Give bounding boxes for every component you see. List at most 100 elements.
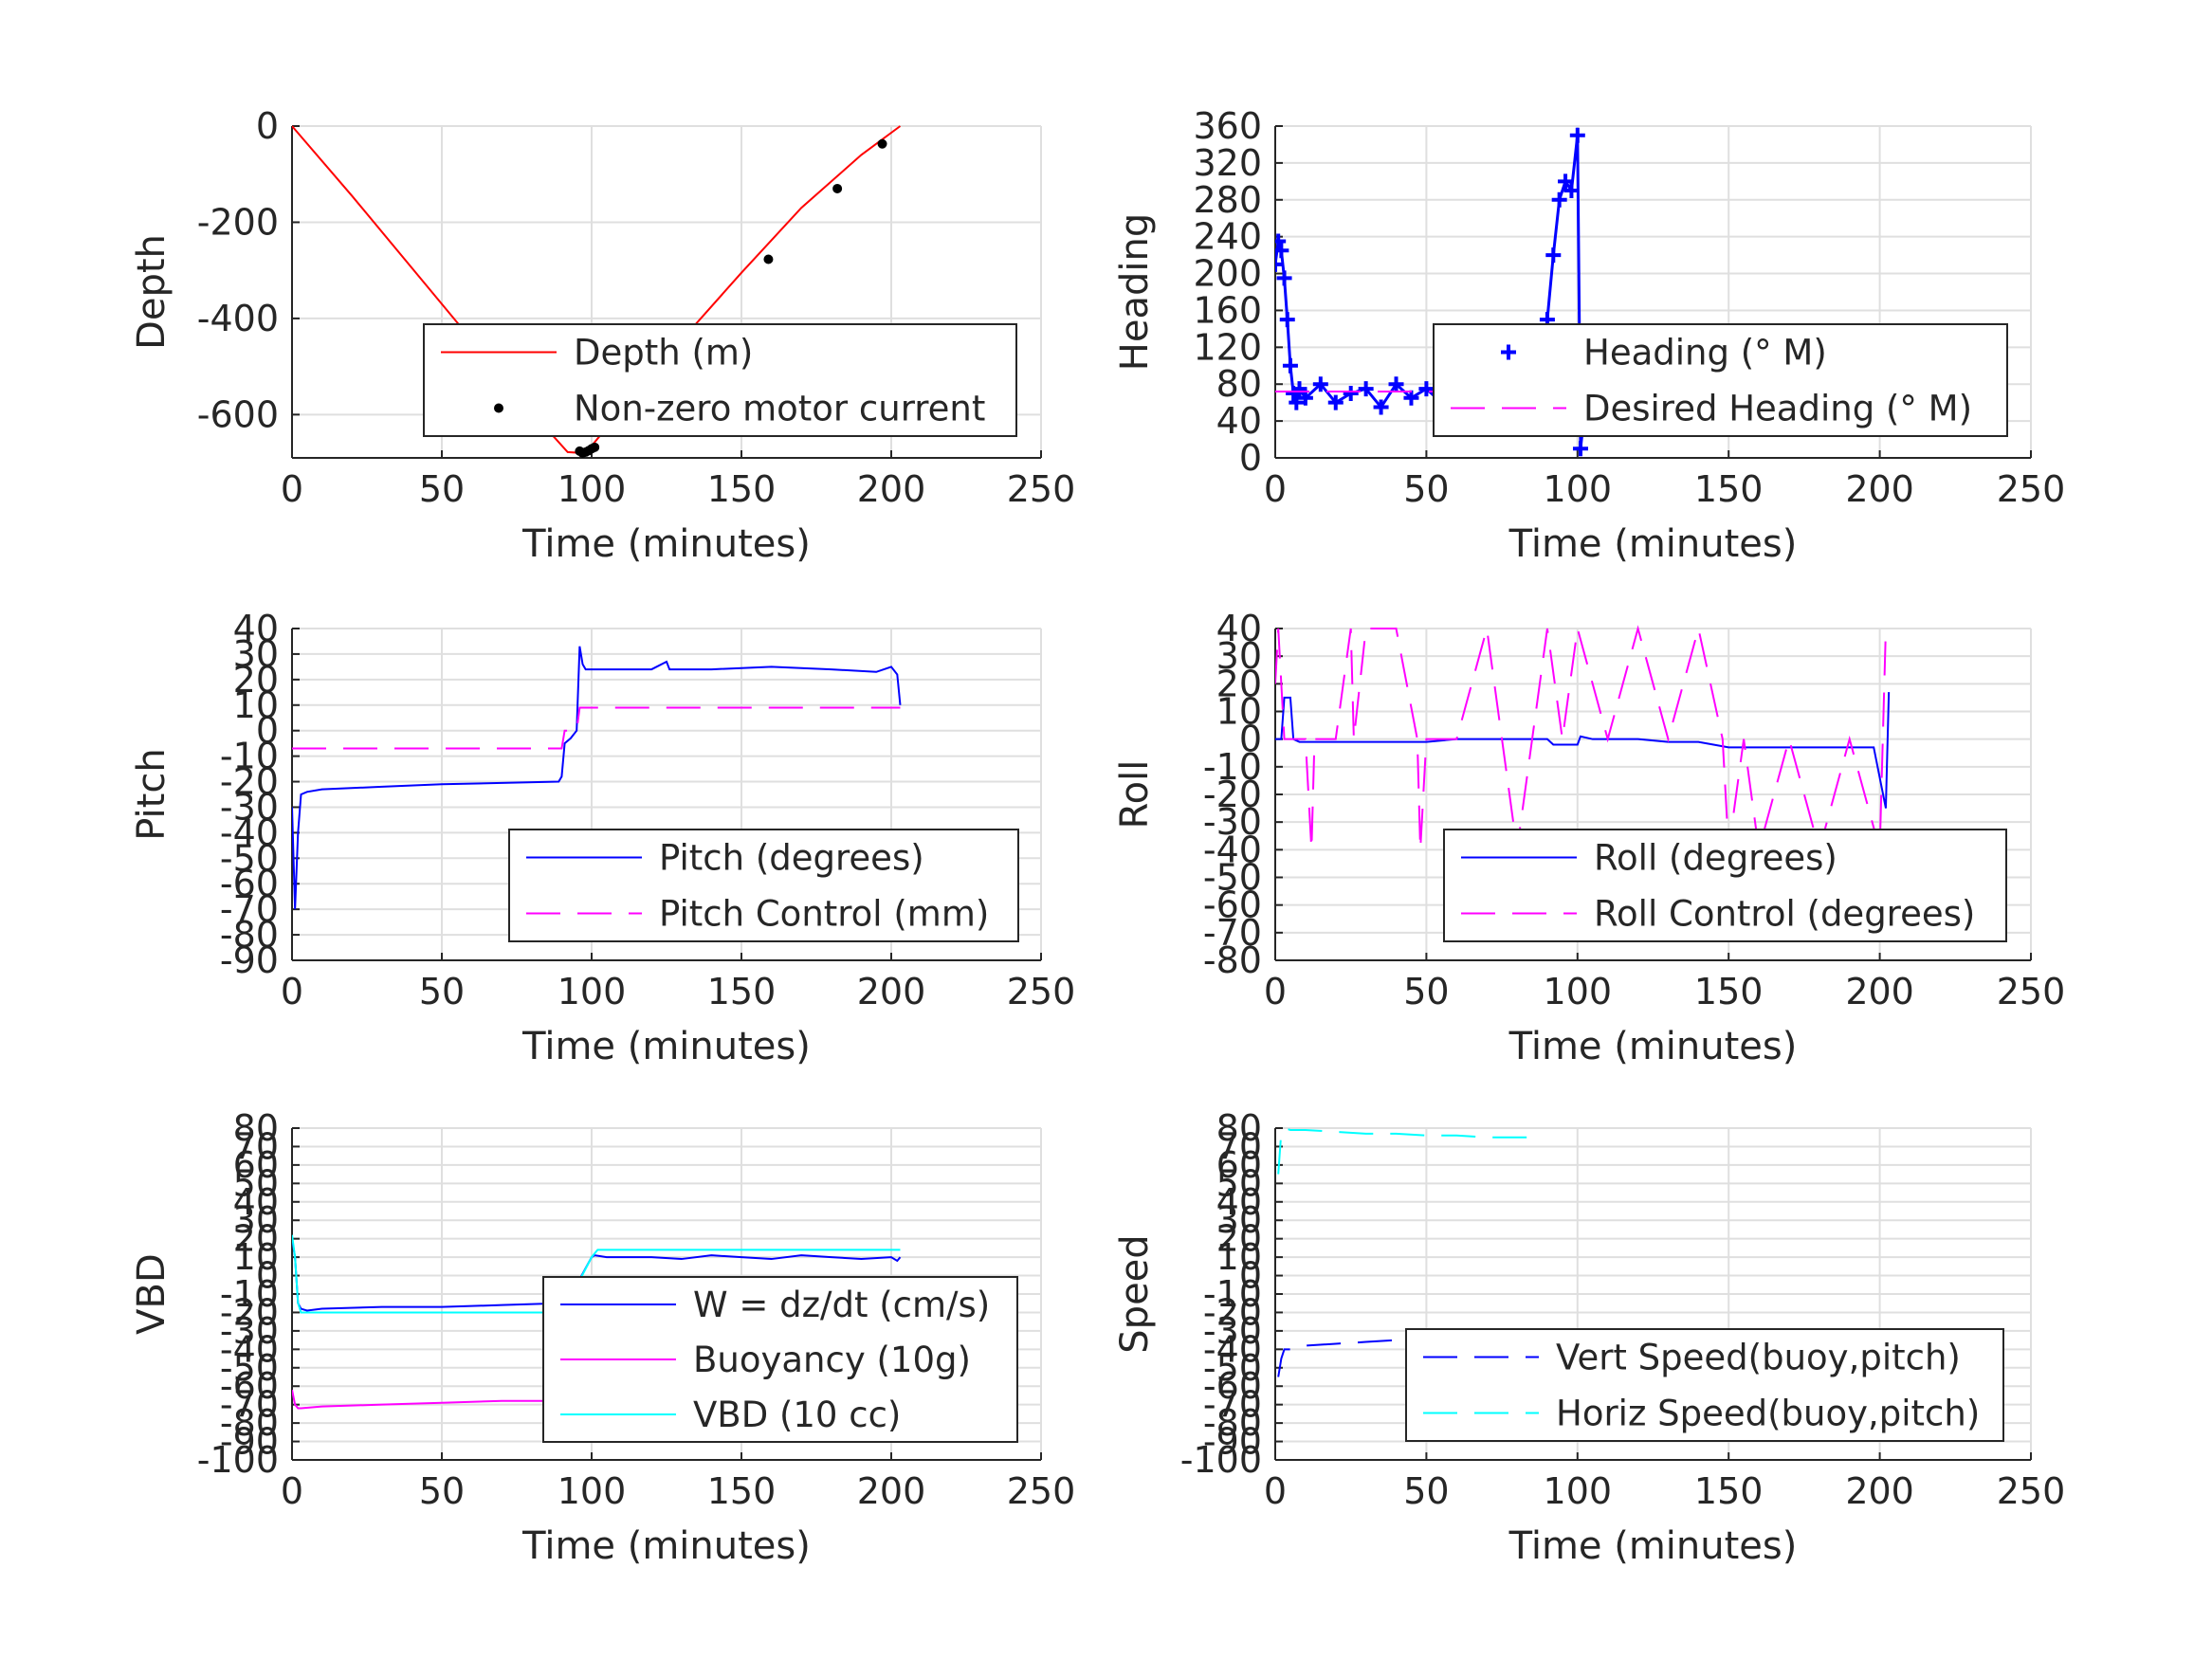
legend-box — [1443, 829, 2007, 942]
y-tick-label: 280 — [1193, 179, 1262, 221]
y-tick-label: -40 — [1203, 829, 1262, 870]
legend-label: Desired Heading (° M) — [1583, 389, 1972, 429]
legend: Roll (degrees) Roll Control (degrees) — [1443, 829, 2007, 942]
x-tick-label: 50 — [419, 1470, 465, 1512]
y-tick-label: -70 — [220, 888, 279, 930]
y-tick-label: -60 — [1203, 1365, 1262, 1407]
y-tick-label: 10 — [1216, 691, 1262, 733]
y-tick-label: -90 — [1203, 1421, 1262, 1463]
legend-label: Pitch Control (mm) — [659, 894, 989, 935]
y-tick-label: -100 — [1180, 1439, 1262, 1481]
y-tick-label: 80 — [233, 1107, 279, 1149]
y-tick-label: -50 — [220, 1347, 279, 1389]
x-tick-label: 250 — [1007, 1470, 1076, 1512]
data-point — [1563, 183, 1580, 199]
y-tick-label: -10 — [1203, 1273, 1262, 1315]
y-tick-label: 30 — [1216, 1199, 1262, 1241]
legend: Heading (° M) Desired Heading (° M) — [1433, 323, 2008, 437]
data-point — [763, 254, 774, 264]
y-tick-label: -40 — [220, 1328, 279, 1370]
y-tick-label: 80 — [1216, 1107, 1262, 1149]
x-tick-label: 250 — [1997, 1470, 2066, 1512]
x-tick-label: 150 — [707, 468, 777, 510]
y-tick-label: 120 — [1193, 326, 1262, 368]
legend-label: Depth (m) — [574, 333, 753, 374]
chart-roll: 0 50 100 150 200 250403020100-10-20-30-40-50-… — [1113, 608, 2065, 1068]
x-tick-label: 50 — [1403, 468, 1449, 510]
y-tick-label: -50 — [1203, 1347, 1262, 1389]
y-tick-label: 30 — [1216, 635, 1262, 677]
y-tick-label: 60 — [233, 1144, 279, 1186]
x-axis-label: Time (minutes) — [1508, 1524, 1798, 1568]
x-axis-label: Time (minutes) — [521, 1524, 811, 1568]
y-tick-label: -80 — [220, 914, 279, 956]
data-point — [832, 183, 843, 193]
y-tick-label: 10 — [1216, 1236, 1262, 1278]
data-point — [1312, 376, 1328, 392]
data-point — [1276, 270, 1292, 286]
data-point — [1327, 394, 1344, 410]
legend-label: VBD (10 cc) — [693, 1395, 901, 1435]
y-tick-label: -90 — [220, 939, 279, 981]
y-tick-label: 60 — [1216, 1144, 1262, 1186]
y-tick-label: 20 — [233, 1218, 279, 1260]
legend-box — [1405, 1328, 2004, 1442]
y-tick-label: 0 — [256, 105, 279, 147]
x-tick-label: 200 — [857, 468, 926, 510]
data-point — [1343, 385, 1359, 401]
data-point — [1403, 390, 1419, 406]
y-tick-label: 0 — [1239, 719, 1262, 760]
x-tick-label: 100 — [1544, 468, 1613, 510]
y-tick-label: -80 — [1203, 1402, 1262, 1444]
legend: W = dz/dt (cm/s) Buoyancy (10g) VBD (10 cc… — [542, 1276, 1018, 1443]
y-tick-label: -40 — [220, 811, 279, 853]
y-tick-label: 30 — [233, 1199, 279, 1241]
legend-box — [423, 323, 1017, 437]
x-tick-label: 200 — [1845, 468, 1914, 510]
y-tick-label: -20 — [1203, 774, 1262, 815]
y-axis-label: VBD — [130, 1253, 174, 1335]
y-tick-label: 240 — [1193, 216, 1262, 258]
series-group — [292, 125, 902, 458]
data-point — [1282, 357, 1298, 374]
legend-marker — [1501, 344, 1516, 360]
x-tick-label: 250 — [1007, 468, 1076, 510]
x-axis-label: Time (minutes) — [521, 522, 811, 566]
y-tick-label: -70 — [1203, 912, 1262, 954]
x-tick-label: 100 — [1544, 971, 1613, 1012]
data-point — [1558, 173, 1574, 190]
series-line — [1275, 692, 1891, 809]
y-tick-label: -80 — [220, 1402, 279, 1444]
y-tick-label: -200 — [197, 201, 279, 243]
y-tick-label: 70 — [233, 1125, 279, 1167]
y-tick-label: -10 — [1203, 746, 1262, 788]
data-point — [1572, 441, 1588, 457]
y-tick-label: -90 — [220, 1421, 279, 1463]
y-tick-label: 0 — [256, 1255, 279, 1297]
data-point — [1545, 247, 1562, 264]
data-point — [590, 442, 600, 452]
x-tick-label: 0 — [281, 468, 303, 510]
x-tick-label: 0 — [281, 971, 303, 1012]
y-tick-label: -10 — [220, 1273, 279, 1315]
x-tick-label: 200 — [857, 971, 926, 1012]
legend-box — [508, 829, 1019, 942]
y-tick-label: 20 — [1216, 1218, 1262, 1260]
x-tick-label: 250 — [1007, 971, 1076, 1012]
y-tick-label: -60 — [220, 863, 279, 904]
y-tick-label: 30 — [233, 633, 279, 675]
y-tick-label: -30 — [1203, 801, 1262, 843]
y-tick-label: -30 — [220, 786, 279, 828]
chart-speed: 0 50 100 150 200 25080706050403020100-10-20-3… — [1113, 1107, 2065, 1568]
y-tick-label: -100 — [197, 1439, 279, 1481]
legend-box — [1433, 323, 2008, 437]
data-point — [1275, 233, 1287, 249]
series-group — [292, 646, 902, 910]
y-axis-label: Speed — [1113, 1234, 1157, 1353]
y-axis-label: Depth — [130, 234, 174, 350]
x-tick-label: 0 — [281, 1470, 303, 1512]
data-point — [1388, 376, 1404, 392]
y-tick-label: -70 — [220, 1384, 279, 1426]
y-axis-label: Roll — [1113, 760, 1157, 830]
data-point — [1569, 127, 1585, 143]
